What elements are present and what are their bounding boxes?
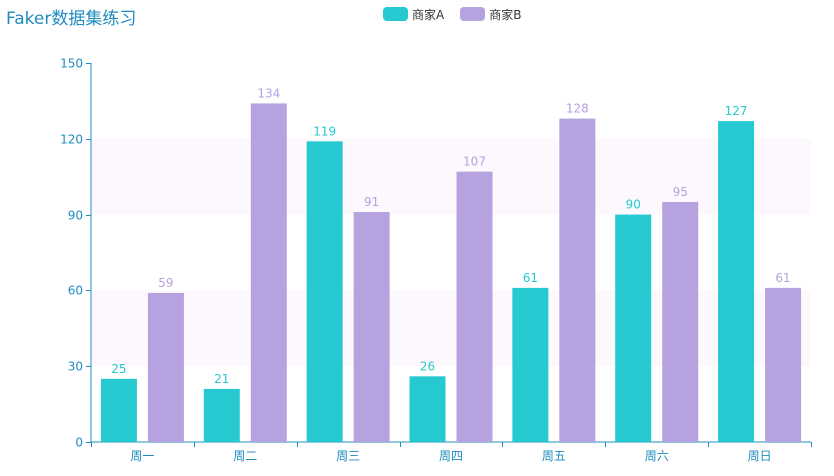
- data-label-series-a: 26: [420, 359, 435, 373]
- bar-series-a: [203, 388, 240, 442]
- x-tick-label: 周日: [748, 449, 772, 463]
- grid-band: [91, 290, 811, 367]
- x-tick-label: 周四: [439, 449, 463, 463]
- data-label-series-b: 61: [775, 271, 790, 285]
- x-tick-label: 周一: [130, 449, 154, 463]
- bar-series-b: [250, 103, 287, 442]
- data-label-series-a: 127: [725, 104, 748, 118]
- legend-label-series-b: 商家B: [489, 7, 522, 22]
- x-tick-label: 周六: [645, 449, 669, 463]
- y-tick-label: 90: [68, 209, 83, 223]
- data-label-series-a: 61: [523, 271, 538, 285]
- data-label-series-b: 95: [673, 185, 688, 199]
- bar-series-b: [559, 118, 596, 442]
- data-label-series-a: 90: [626, 198, 641, 212]
- y-tick-label: 60: [68, 284, 83, 298]
- x-tick-label: 周五: [542, 449, 566, 463]
- data-label-series-b: 128: [566, 102, 589, 116]
- legend: 商家A 商家B: [383, 6, 521, 22]
- data-label-series-b: 91: [364, 195, 379, 209]
- y-tick-label: 30: [68, 360, 83, 374]
- bar-series-a: [306, 141, 343, 442]
- x-tick-label: 周三: [336, 449, 360, 463]
- bar-series-a: [100, 378, 137, 442]
- bar-series-b: [353, 212, 390, 442]
- data-label-series-b: 59: [158, 276, 173, 290]
- data-label-series-a: 21: [214, 372, 229, 386]
- y-tick-label: 0: [75, 436, 83, 450]
- data-label-series-b: 107: [463, 155, 486, 169]
- y-tick-label: 120: [60, 133, 83, 147]
- bar-series-a: [615, 214, 652, 442]
- legend-label-series-a: 商家A: [412, 7, 445, 22]
- bar-series-b: [147, 292, 184, 442]
- x-tick-label: 周二: [233, 449, 257, 463]
- legend-swatch-series-b: [460, 7, 486, 21]
- legend-item-series-b[interactable]: 商家B: [460, 6, 521, 23]
- bar-series-b: [662, 201, 699, 442]
- grid-band: [91, 138, 811, 215]
- data-label-series-a: 25: [111, 362, 126, 376]
- bar-series-a: [718, 121, 755, 442]
- legend-item-series-a[interactable]: 商家A: [383, 6, 444, 23]
- data-label-series-b: 134: [257, 86, 280, 100]
- bar-series-b: [456, 171, 493, 442]
- bar-series-b: [765, 287, 802, 442]
- bar-series-a: [512, 287, 549, 442]
- bar-series-a: [409, 376, 446, 442]
- data-label-series-a: 119: [313, 124, 336, 138]
- y-tick-label: 150: [60, 57, 83, 71]
- legend-swatch-series-a: [383, 7, 408, 21]
- chart-title: Faker数据集练习: [6, 9, 137, 29]
